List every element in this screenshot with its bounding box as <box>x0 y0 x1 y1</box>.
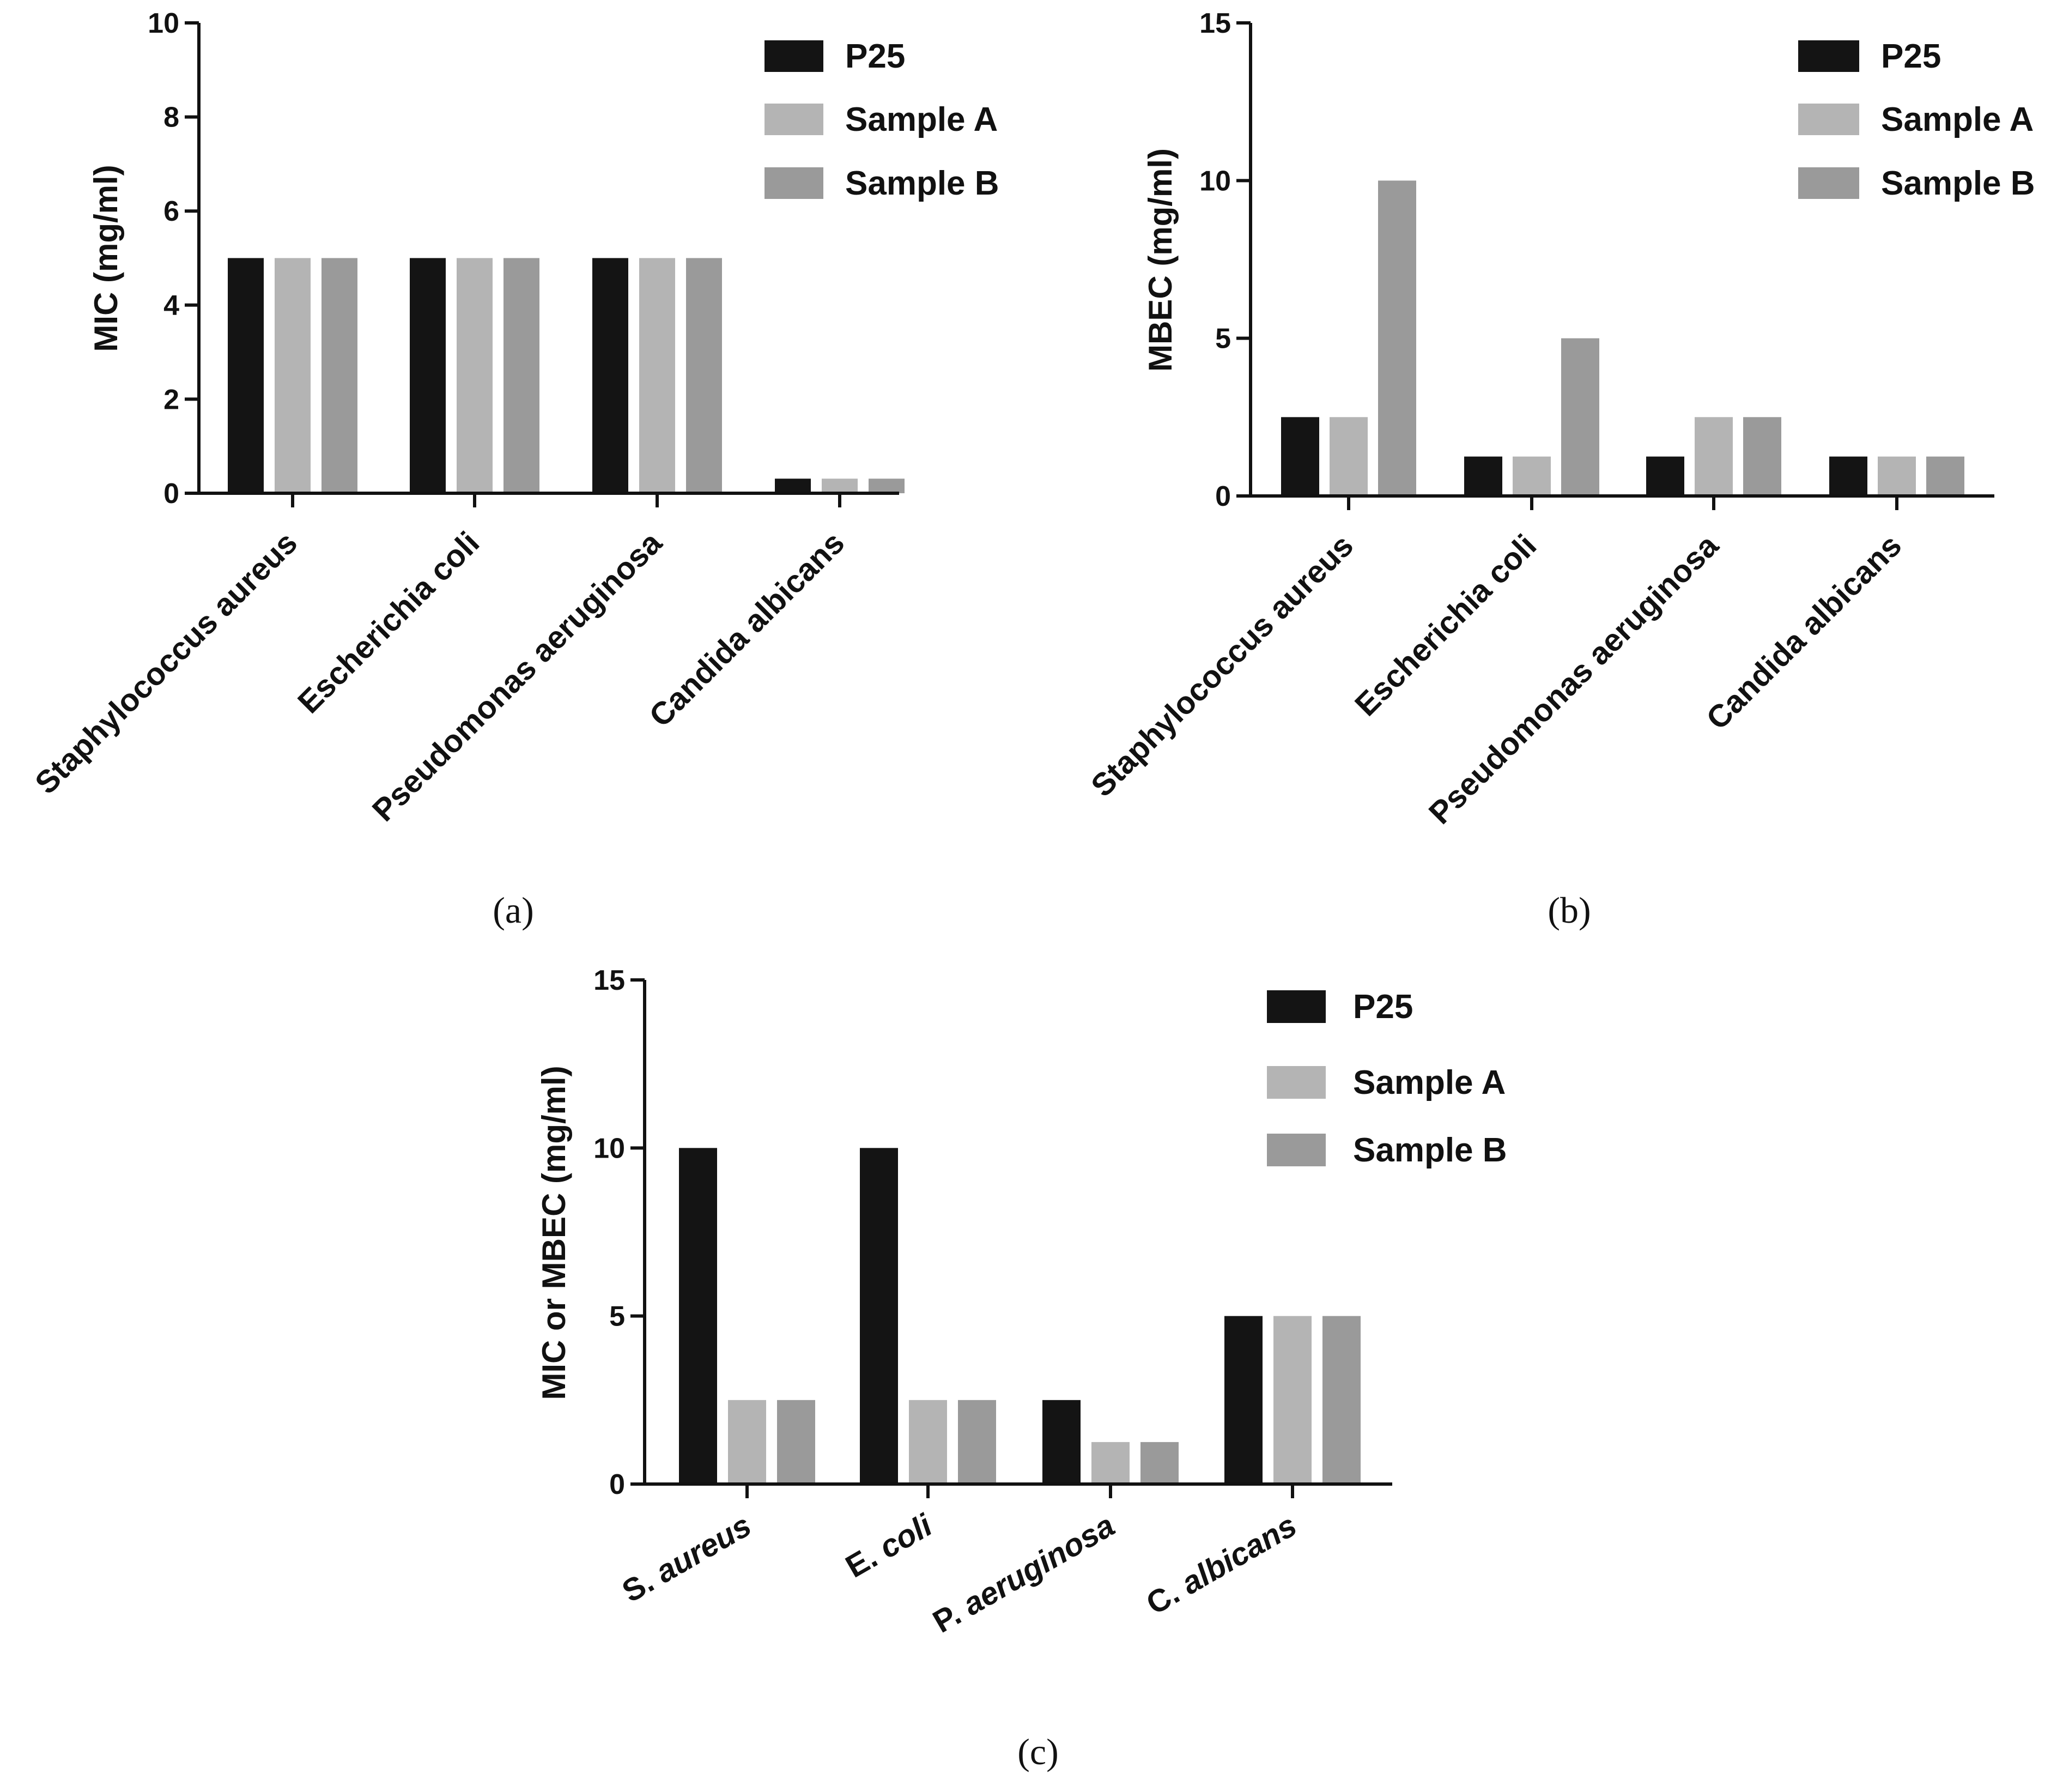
legend-label-sample-b: Sample B <box>845 165 999 202</box>
bar-p25-escherichia-coli <box>410 258 446 493</box>
legend-label-sample-b: Sample B <box>1881 165 2035 202</box>
bar-p25-p-aeruginosa <box>1042 1400 1081 1484</box>
panel-caption: (b) <box>1548 889 1591 931</box>
panel-caption: (c) <box>1017 1731 1058 1772</box>
bar-sample-b-escherichia-coli <box>1561 338 1599 496</box>
bar-sample-b-c-albicans <box>1322 1316 1361 1484</box>
bar-sample-a-candida-albicans <box>1878 456 1916 496</box>
bar-sample-a-pseudomonas-aeruginosa <box>639 258 675 493</box>
bar-p25-pseudomonas-aeruginosa <box>592 258 628 493</box>
bar-sample-a-escherichia-coli <box>1513 456 1551 496</box>
category-label-escherichia-coli: Escherichia coli <box>1348 528 1543 723</box>
bar-sample-b-candida-albicans <box>869 479 905 493</box>
y-tick-label: 6 <box>163 196 179 227</box>
category-label-e-coli: E. coli <box>840 1507 939 1585</box>
bar-sample-b-p-aeruginosa <box>1140 1442 1179 1484</box>
y-tick-label: 0 <box>609 1469 625 1500</box>
category-label-c-albicans: C. albicans <box>1140 1508 1303 1621</box>
legend-label-p25: P25 <box>1881 38 1941 75</box>
bar-p25-escherichia-coli <box>1464 456 1502 496</box>
y-tick-label: 0 <box>163 478 179 510</box>
legend-label-p25: P25 <box>1353 988 1413 1026</box>
y-tick-label: 5 <box>1215 323 1231 355</box>
bar-sample-b-s-aureus <box>777 1400 815 1484</box>
bar-sample-a-candida-albicans <box>822 479 858 493</box>
bar-sample-b-candida-albicans <box>1926 456 1964 496</box>
legend-swatch-sample-b <box>1267 1134 1326 1166</box>
bar-sample-a-e-coli <box>909 1400 947 1484</box>
legend: P25 Sample A Sample B <box>1267 988 1507 1169</box>
y-tick-label: 10 <box>148 8 179 39</box>
legend-label-sample-a: Sample A <box>1881 101 2034 138</box>
legend-swatch-p25 <box>1798 40 1859 72</box>
y-axis-title: MIC or MBEC (mg/ml) <box>536 1065 572 1400</box>
bar-p25-c-albicans <box>1224 1316 1263 1484</box>
bar-sample-a-s-aureus <box>728 1400 766 1484</box>
legend-swatch-sample-a <box>765 104 823 135</box>
category-label-candida-albicans: Candida albicans <box>1700 528 1908 736</box>
category-label-candida-albicans: Candida albicans <box>642 525 851 734</box>
y-axis-title: MBEC (mg/ml) <box>1142 148 1179 372</box>
y-tick-label: 5 <box>609 1301 625 1333</box>
category-label-escherichia-coli: Escherichia coli <box>291 525 486 720</box>
legend-swatch-sample-a <box>1798 104 1859 135</box>
bar-sample-b-staphylococcus-aureus <box>1378 180 1416 496</box>
legend-swatch-sample-a <box>1267 1066 1326 1099</box>
bar-p25-staphylococcus-aureus <box>228 258 264 493</box>
category-label-staphylococcus-aureus: Staphylococcus aureus <box>1084 528 1360 803</box>
bar-p25-candida-albicans <box>1829 456 1867 496</box>
legend-swatch-sample-b <box>1798 167 1859 199</box>
category-label-pseudomonas-aeruginosa: Pseudomonas aeruginosa <box>1422 528 1726 831</box>
bar-sample-b-escherichia-coli <box>503 258 539 493</box>
legend-swatch-sample-b <box>765 167 823 199</box>
legend-label-sample-b: Sample B <box>1353 1131 1507 1169</box>
bar-sample-a-c-albicans <box>1273 1316 1312 1484</box>
y-tick-label: 4 <box>163 290 179 322</box>
legend-swatch-p25 <box>1267 990 1326 1023</box>
legend: P25 Sample A Sample B <box>765 38 999 202</box>
y-tick-label: 10 <box>1199 165 1231 197</box>
bar-sample-a-staphylococcus-aureus <box>275 258 311 493</box>
bar-p25-pseudomonas-aeruginosa <box>1646 456 1684 496</box>
bar-p25-e-coli <box>860 1148 898 1484</box>
y-tick-label: 10 <box>593 1133 625 1164</box>
legend-swatch-p25 <box>765 40 823 72</box>
bar-sample-a-staphylococcus-aureus <box>1330 417 1368 496</box>
bar-sample-b-staphylococcus-aureus <box>321 258 357 493</box>
bar-sample-b-pseudomonas-aeruginosa <box>1743 417 1781 496</box>
bar-sample-b-e-coli <box>958 1400 996 1484</box>
bar-p25-s-aureus <box>679 1148 717 1484</box>
legend: P25 Sample A Sample B <box>1798 38 2035 202</box>
bar-sample-a-escherichia-coli <box>457 258 493 493</box>
bar-p25-candida-albicans <box>775 479 811 493</box>
y-tick-label: 15 <box>1199 8 1231 39</box>
panel-caption: (a) <box>493 889 533 931</box>
category-label-p-aeruginosa: P. aeruginosa <box>927 1508 1120 1640</box>
bar-sample-a-pseudomonas-aeruginosa <box>1695 417 1733 496</box>
bar-sample-b-pseudomonas-aeruginosa <box>686 258 722 493</box>
category-label-pseudomonas-aeruginosa: Pseudomonas aeruginosa <box>366 525 669 828</box>
chart-panel-1: 0 2 4 6 8 10 Staphylococcus aureusEscherichia … <box>28 8 999 931</box>
legend-label-sample-a: Sample A <box>1353 1064 1506 1101</box>
legend-label-sample-a: Sample A <box>845 101 998 138</box>
y-tick-label: 0 <box>1215 481 1231 512</box>
y-tick-label: 8 <box>163 102 179 134</box>
bar-p25-staphylococcus-aureus <box>1281 417 1319 496</box>
legend-label-p25: P25 <box>845 38 905 75</box>
y-tick-label: 15 <box>593 965 625 996</box>
bar-sample-a-p-aeruginosa <box>1091 1442 1130 1484</box>
y-axis-title: MIC (mg/ml) <box>88 165 124 352</box>
category-label-staphylococcus-aureus: Staphylococcus aureus <box>28 525 304 801</box>
y-tick-label: 2 <box>163 384 179 415</box>
category-label-s-aureus: S. aureus <box>616 1508 757 1609</box>
